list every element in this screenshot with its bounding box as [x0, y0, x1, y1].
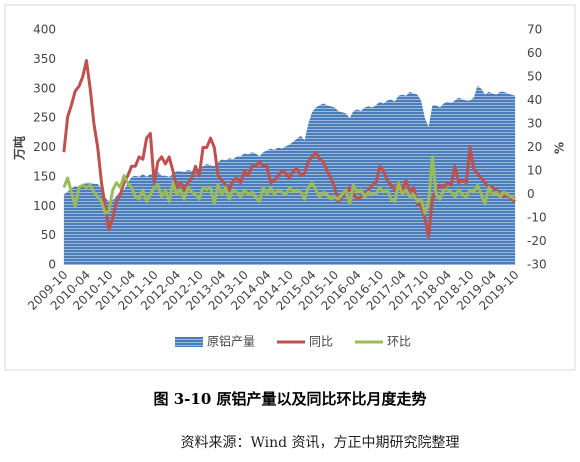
legend-swatch [175, 337, 203, 347]
y-tick-label: 150 [33, 169, 56, 183]
y-tick-label: 300 [33, 81, 56, 95]
y2-tick-label: 20 [527, 140, 542, 154]
y-tick-label: 100 [33, 199, 56, 213]
y2-tick-label: 30 [527, 117, 542, 131]
y-tick-label: 250 [33, 111, 56, 125]
y2-tick-label: 50 [527, 70, 542, 84]
legend-label: 原铝产量 [207, 334, 255, 349]
y-tick-label: 350 [33, 52, 56, 66]
legend-label: 环比 [387, 335, 411, 349]
y2-tick-label: 10 [527, 164, 542, 178]
y2-tick-label: 0 [527, 187, 535, 201]
y-tick-label: 0 [48, 258, 56, 272]
y-axis-label: 万吨 [12, 136, 27, 161]
y2-tick-label: -20 [527, 234, 547, 248]
y-tick-label: 50 [41, 228, 56, 242]
y-tick-label: 400 [33, 23, 56, 37]
y2-tick-label: -30 [527, 258, 547, 272]
line [62, 59, 516, 239]
line [62, 155, 516, 215]
source: 资料来源：Wind 资讯，方正中期研究院整理 [180, 435, 459, 451]
y2-tick-label: 70 [527, 23, 542, 37]
y2-tick-label: -10 [527, 211, 547, 225]
y-tick-label: 200 [33, 140, 56, 154]
legend-label: 同比 [309, 335, 333, 349]
y2-axis-label: % [553, 142, 567, 154]
caption: 图 3-10 原铝产量以及同比环比月度走势 [154, 390, 427, 408]
y2-tick-label: 60 [527, 46, 542, 60]
y2-tick-label: 40 [527, 93, 542, 107]
